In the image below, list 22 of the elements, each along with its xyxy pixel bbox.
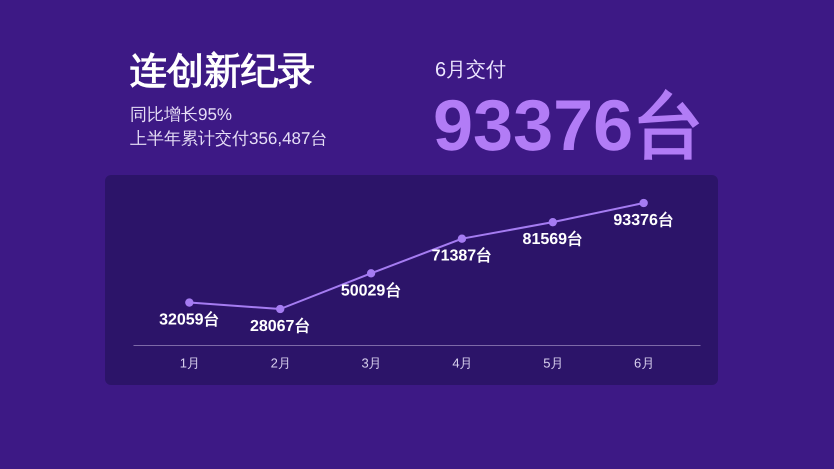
chart-subtitle: 同比增长95% 上半年累计交付356,487台 xyxy=(130,105,328,148)
x-tick-label: 6月 xyxy=(634,356,654,370)
text: 6月交付 xyxy=(435,59,506,81)
point xyxy=(458,234,466,243)
point xyxy=(366,269,376,278)
point xyxy=(639,198,648,208)
data-label: 32059台 xyxy=(159,310,220,329)
point xyxy=(276,304,284,314)
point xyxy=(185,298,194,307)
x-tick-label: 4月 xyxy=(452,356,473,370)
x-tick-label: 5月 xyxy=(543,356,564,370)
x-tick-label: 1月 xyxy=(180,356,200,370)
text: 93376台 xyxy=(433,86,706,166)
chart-title: 连创新纪录 xyxy=(130,50,315,91)
point xyxy=(548,218,557,226)
data-label: 71387台 xyxy=(432,246,492,265)
data-label: 81569台 xyxy=(522,230,584,248)
data-label: 50029台 xyxy=(340,281,402,300)
data-label: 28067台 xyxy=(250,317,310,335)
x-tick-label: 2月 xyxy=(270,356,291,370)
x-tick-label: 3月 xyxy=(361,356,382,370)
data-label: 93376台 xyxy=(613,211,674,229)
